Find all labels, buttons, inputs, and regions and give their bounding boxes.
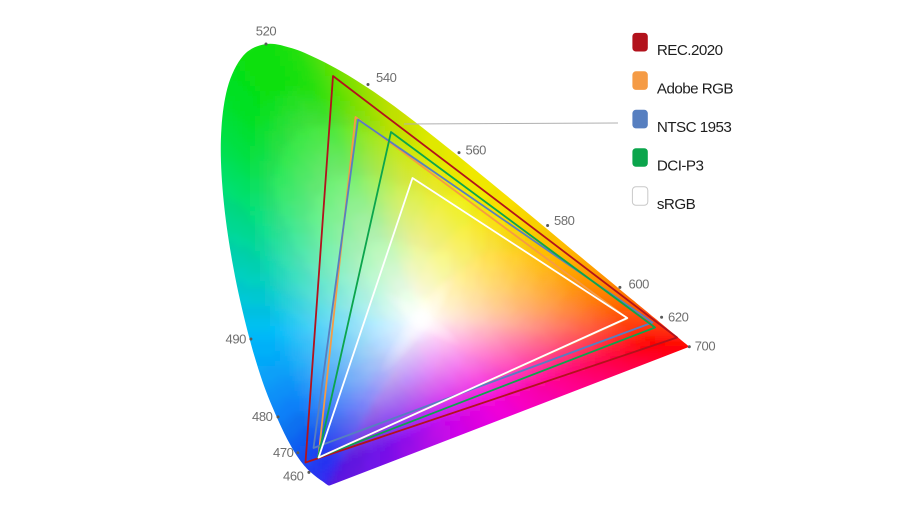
svg-text:600: 600 <box>629 277 650 292</box>
svg-text:560: 560 <box>466 142 487 157</box>
svg-text:540: 540 <box>376 70 397 85</box>
svg-text:520: 520 <box>256 24 277 39</box>
svg-text:700: 700 <box>695 339 716 354</box>
svg-text:490: 490 <box>226 332 247 347</box>
svg-text:NTSC 1953: NTSC 1953 <box>657 119 732 136</box>
svg-text:REC.2020: REC.2020 <box>657 42 723 59</box>
svg-text:DCI-P3: DCI-P3 <box>657 157 704 174</box>
svg-text:470: 470 <box>273 445 294 460</box>
svg-text:480: 480 <box>252 409 273 424</box>
svg-text:620: 620 <box>668 310 689 325</box>
svg-text:460: 460 <box>283 469 304 484</box>
svg-text:sRGB: sRGB <box>657 196 696 213</box>
svg-text:580: 580 <box>554 213 575 228</box>
svg-text:Adobe RGB: Adobe RGB <box>657 80 734 97</box>
